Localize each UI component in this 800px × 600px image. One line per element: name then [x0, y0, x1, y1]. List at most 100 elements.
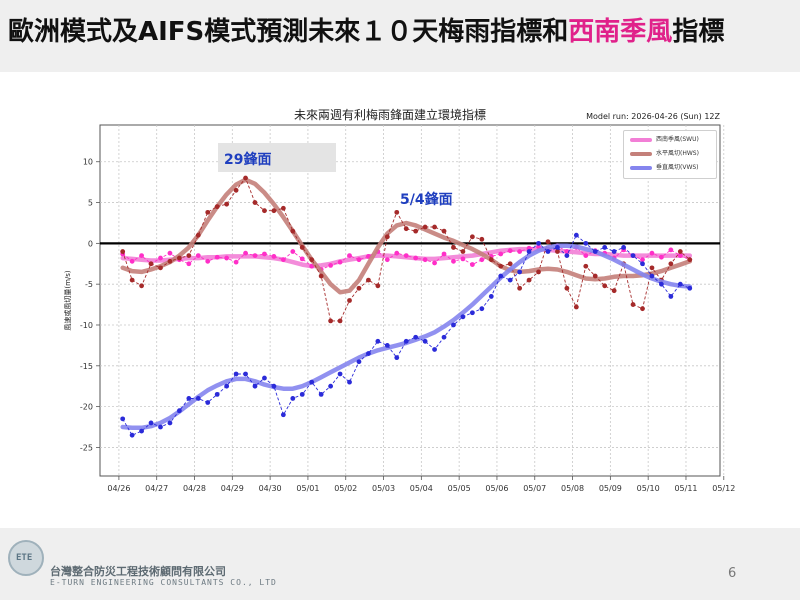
- x-tick-label: 05/02: [334, 484, 357, 493]
- x-tick-label: 05/05: [448, 484, 471, 493]
- legend-item-swu: 西南季風(SWU): [630, 134, 699, 148]
- data-point-1: [205, 209, 211, 215]
- x-tick-label: 04/26: [107, 484, 130, 493]
- legend-swatch-hws: [630, 151, 652, 156]
- data-point-0: [432, 260, 437, 266]
- x-tick-label: 05/10: [637, 484, 660, 493]
- slide-footer: [0, 528, 800, 600]
- data-point-1: [290, 228, 296, 234]
- data-point-1: [441, 228, 447, 234]
- data-point-2: [120, 416, 126, 422]
- data-point-0: [356, 257, 362, 263]
- data-point-1: [536, 269, 541, 275]
- data-point-0: [233, 259, 239, 265]
- data-point-0: [498, 251, 504, 257]
- data-point-2: [252, 383, 258, 389]
- y-tick-label: 5: [88, 199, 93, 208]
- data-point-1: [186, 253, 192, 259]
- data-point-0: [441, 251, 447, 257]
- data-point-0: [347, 253, 352, 259]
- y-tick-label: 10: [83, 158, 93, 167]
- legend-label-swu: 西南季風(SWU): [656, 136, 699, 143]
- x-tick-label: 04/28: [183, 484, 206, 493]
- data-point-2: [205, 400, 211, 405]
- data-point-1: [195, 232, 201, 238]
- data-point-2: [356, 359, 362, 365]
- data-point-1: [526, 277, 532, 283]
- slide-title: 歐洲模式及AIFS模式預測未來１０天梅雨指標和西南季風指標: [8, 11, 724, 48]
- x-tick-label: 05/03: [372, 484, 395, 493]
- legend-swatch-swu: [630, 137, 652, 142]
- data-point-2: [309, 379, 315, 385]
- data-point-0: [677, 253, 683, 259]
- data-point-2: [677, 281, 683, 287]
- data-point-0: [659, 254, 664, 260]
- data-point-2: [621, 245, 626, 250]
- x-tick-label: 04/27: [145, 484, 168, 493]
- data-point-2: [318, 391, 324, 397]
- data-point-0: [290, 249, 296, 254]
- slide-title-highlight: 西南季風: [568, 17, 673, 47]
- data-point-2: [328, 383, 334, 389]
- data-point-0: [280, 257, 286, 263]
- data-point-1: [394, 209, 400, 215]
- data-point-0: [413, 255, 419, 261]
- data-point-1: [309, 257, 315, 263]
- slide-header: 歐洲模式及AIFS模式預測未來１０天梅雨指標和西南季風指標: [0, 0, 800, 72]
- data-point-0: [262, 251, 267, 257]
- data-point-0: [583, 253, 589, 259]
- data-point-1: [328, 318, 334, 324]
- data-point-1: [469, 234, 475, 240]
- data-point-1: [602, 283, 608, 289]
- data-point-1: [337, 318, 343, 324]
- data-point-1: [488, 257, 494, 263]
- data-point-1: [507, 261, 513, 267]
- data-point-2: [545, 249, 551, 254]
- data-point-0: [129, 258, 135, 264]
- y-axis-label: 風速或風切量(m/s): [63, 270, 72, 331]
- data-point-2: [469, 310, 475, 316]
- data-point-2: [214, 391, 220, 397]
- data-point-0: [460, 256, 466, 262]
- data-point-1: [677, 249, 683, 254]
- data-point-2: [517, 269, 523, 275]
- data-point-2: [413, 334, 419, 340]
- y-tick-label: 0: [88, 239, 93, 248]
- data-point-1: [573, 304, 579, 310]
- data-point-1: [148, 261, 154, 267]
- data-point-2: [649, 273, 655, 279]
- data-point-2: [394, 355, 400, 361]
- data-point-0: [394, 250, 400, 256]
- data-point-0: [337, 259, 343, 265]
- data-point-0: [224, 255, 230, 261]
- data-point-1: [224, 201, 230, 207]
- data-point-1: [347, 298, 352, 303]
- data-point-0: [139, 253, 144, 259]
- data-point-0: [649, 250, 655, 256]
- slide-title-part-1: 歐洲模式及AIFS模式預測未來１０天梅雨指標和: [8, 17, 569, 47]
- data-point-2: [583, 240, 589, 246]
- data-point-2: [432, 347, 437, 352]
- data-point-1: [158, 265, 163, 271]
- data-point-2: [158, 424, 163, 430]
- data-point-2: [195, 396, 201, 401]
- data-point-2: [290, 396, 296, 401]
- y-tick-label: -25: [80, 443, 93, 452]
- data-point-0: [309, 263, 315, 269]
- legend-item-vws: 垂直風切(VWS): [630, 162, 699, 176]
- data-point-1: [498, 263, 504, 269]
- legend-item-hws: 水平風切(HWS): [630, 148, 699, 162]
- model-run-label: Model run: 2026-04-26 (Sun) 12Z: [586, 112, 720, 121]
- data-point-2: [687, 285, 693, 291]
- data-point-0: [403, 253, 409, 259]
- data-point-1: [668, 261, 674, 267]
- data-point-1: [592, 273, 598, 279]
- data-point-0: [205, 258, 211, 264]
- slide-title-part-3: 指標: [672, 17, 725, 47]
- data-point-2: [299, 391, 305, 397]
- data-point-1: [630, 302, 636, 307]
- x-tick-label: 04/30: [259, 484, 282, 493]
- data-point-2: [422, 338, 428, 344]
- company-name-en: E-TURN ENGINEERING CONSULTANTS CO., LTD: [50, 578, 277, 587]
- data-point-2: [573, 232, 579, 238]
